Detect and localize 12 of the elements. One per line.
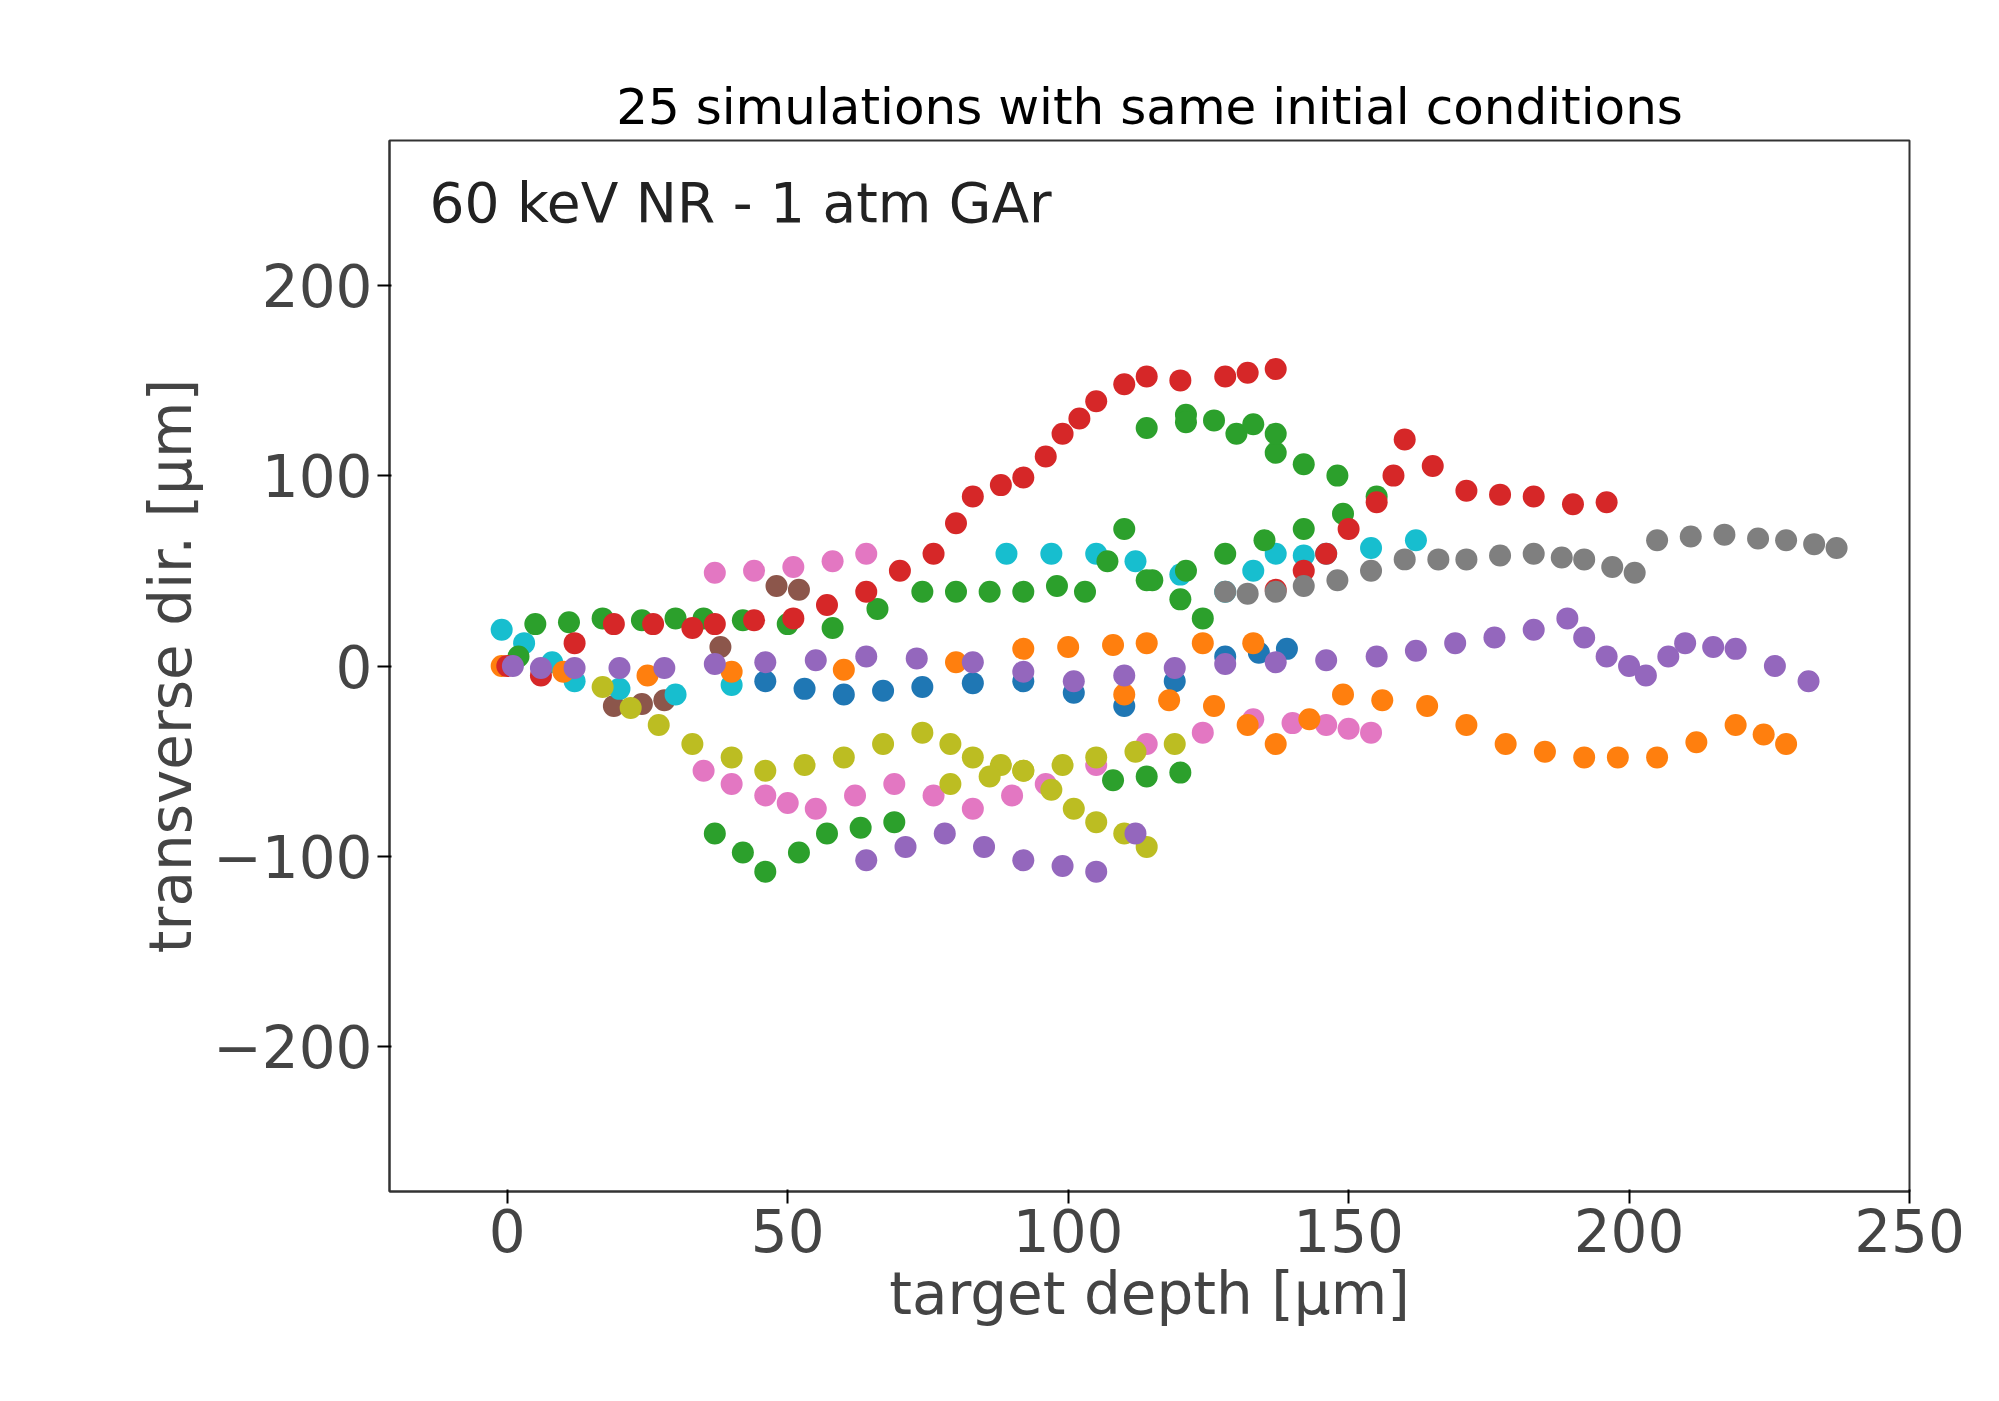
annotation: 60 keV NR - 1 atm GAr <box>429 170 1053 235</box>
y-tick-label: −200 <box>213 1014 373 1083</box>
x-tick-label: 0 <box>488 1197 526 1266</box>
x-tick-label: 200 <box>1573 1197 1685 1266</box>
y-tick-label: −100 <box>213 823 373 892</box>
x-tick-label: 250 <box>1854 1197 1965 1266</box>
y-tick-label: 0 <box>335 633 373 702</box>
x-tick-label: 50 <box>750 1197 825 1266</box>
y-tick-label: 200 <box>261 252 373 321</box>
chart-title: 25 simulations with same initial conditions <box>616 77 1683 136</box>
y-axis-title: transverse dir. [μm] <box>137 378 206 954</box>
y-tick-label: 100 <box>261 443 373 512</box>
